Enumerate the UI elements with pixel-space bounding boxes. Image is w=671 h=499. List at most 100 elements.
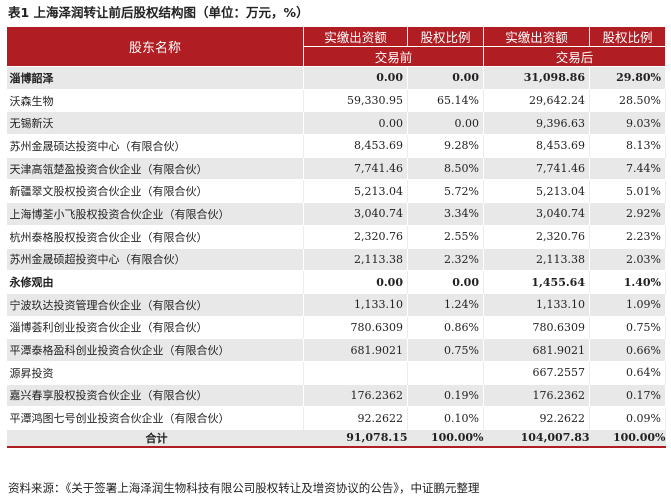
paid-before-cell: 0.00 xyxy=(303,111,408,135)
table-row: 新疆翠文股权投资合伙企业（有限合伙） 5,213.04 5.72% 5,213.04 5… xyxy=(6,179,666,203)
ratio-after-cell: 29.80% xyxy=(589,66,666,90)
table-row: 无锡新沃 0.00 0.00 9,396.63 9.03% xyxy=(6,111,666,135)
shareholder-name-cell: 平潭泰格盈科创业投资合伙企业（有限合伙） xyxy=(6,338,304,362)
table-row: 嘉兴春享股权投资合伙企业（有限合伙） 176.2362 0.19% 176.2362 0… xyxy=(6,383,666,407)
paid-before-cell: 2,113.38 xyxy=(303,247,408,271)
shareholder-name-cell: 无锡新沃 xyxy=(6,111,304,135)
shareholder-name-cell: 淄博韶泽 xyxy=(6,66,304,90)
ratio-after-cell: 0.64% xyxy=(589,360,666,385)
ratio-after-cell: 5.01% xyxy=(589,179,666,203)
ratio-after-cell: 1.09% xyxy=(589,292,666,317)
shareholder-name-cell: 平潭鸿图七号创业投资合伙企业（有限合伙） xyxy=(6,406,304,430)
shareholding-table: 股东名称 实缴出资额 股权比例 实缴出资额 股权比例 交易前 交易后 淄博韶泽 0… xyxy=(6,26,666,448)
table-total-row: 合计 91,078.15 100.00% 104,007.83 100.00% xyxy=(6,429,666,448)
ratio-before-cell: 0.00 xyxy=(407,111,484,135)
table-row: 宁波玖达投资管理合伙企业（有限合伙） 1,133.10 1.24% 1,133.10 1… xyxy=(6,292,666,317)
header-shareholder-name: 股东名称 xyxy=(6,26,304,67)
paid-before-cell: 59,330.95 xyxy=(303,88,408,112)
shareholder-name-cell: 嘉兴春享股权投资合伙企业（有限合伙） xyxy=(6,383,304,407)
header-ratio-after: 股权比例 xyxy=(589,26,666,47)
shareholder-name-cell: 杭州泰格股权投资合伙企业（有限合伙） xyxy=(6,224,304,248)
paid-before-cell: 0.00 xyxy=(303,270,408,294)
ratio-after-cell: 0.66% xyxy=(589,338,666,362)
paid-after-cell: 5,213.04 xyxy=(483,179,590,203)
paid-after-cell: 780.6309 xyxy=(483,315,590,339)
total-ratio-after: 100.00% xyxy=(589,429,666,448)
header-before-transaction: 交易前 xyxy=(303,46,484,67)
table-row: 淄博韶泽 0.00 0.00 31,098.86 29.80% xyxy=(6,66,666,90)
ratio-before-cell: 9.28% xyxy=(407,134,484,158)
paid-before-cell: 7,741.46 xyxy=(303,156,408,180)
paid-after-cell: 8,453.69 xyxy=(483,134,590,158)
shareholder-name-cell: 苏州金晟硕超投资中心（有限合伙） xyxy=(6,247,304,271)
ratio-before-cell: 0.19% xyxy=(407,383,484,407)
header-paid-before: 实缴出资额 xyxy=(303,26,408,47)
table-row: 苏州金晟硕超投资中心（有限合伙） 2,113.38 2.32% 2,113.38 2.0… xyxy=(6,247,666,271)
table-row: 源昇投资 667.2557 0.64% xyxy=(6,360,666,385)
ratio-before-cell: 0.00 xyxy=(407,270,484,294)
paid-before-cell: 8,453.69 xyxy=(303,134,408,158)
table-row: 永修观由 0.00 0.00 1,455.64 1.40% xyxy=(6,270,666,294)
ratio-after-cell: 8.13% xyxy=(589,134,666,158)
total-ratio-before: 100.00% xyxy=(407,429,484,448)
paid-after-cell: 9,396.63 xyxy=(483,111,590,135)
paid-after-cell: 3,040.74 xyxy=(483,202,590,226)
shareholder-name-cell: 源昇投资 xyxy=(6,360,304,385)
total-paid-before: 91,078.15 xyxy=(303,429,408,448)
ratio-after-cell: 7.44% xyxy=(589,156,666,180)
ratio-before-cell: 0.75% xyxy=(407,338,484,362)
table-row: 杭州泰格股权投资合伙企业（有限合伙） 2,320.76 2.55% 2,320.76 2… xyxy=(6,224,666,248)
ratio-after-cell: 28.50% xyxy=(589,88,666,112)
shareholder-name-cell: 苏州金晟硕达投资中心（有限合伙） xyxy=(6,134,304,158)
shareholder-name-cell: 永修观由 xyxy=(6,270,304,294)
ratio-before-cell: 0.10% xyxy=(407,406,484,430)
shareholder-name-cell: 新疆翠文股权投资合伙企业（有限合伙） xyxy=(6,179,304,203)
paid-before-cell: 3,040.74 xyxy=(303,202,408,226)
paid-before-cell xyxy=(303,360,408,385)
paid-after-cell: 7,741.46 xyxy=(483,156,590,180)
paid-after-cell: 31,098.86 xyxy=(483,66,590,90)
paid-before-cell: 176.2362 xyxy=(303,383,408,407)
paid-before-cell: 780.6309 xyxy=(303,315,408,339)
ratio-before-cell xyxy=(407,360,484,385)
ratio-after-cell: 1.40% xyxy=(589,270,666,294)
ratio-before-cell: 5.72% xyxy=(407,179,484,203)
total-paid-after: 104,007.83 xyxy=(483,429,590,448)
ratio-before-cell: 8.50% xyxy=(407,156,484,180)
ratio-after-cell: 0.09% xyxy=(589,406,666,430)
ratio-before-cell: 3.34% xyxy=(407,202,484,226)
ratio-before-cell: 1.24% xyxy=(407,292,484,317)
ratio-after-cell: 9.03% xyxy=(589,111,666,135)
paid-after-cell: 2,320.76 xyxy=(483,224,590,248)
table-row: 平潭鸿图七号创业投资合伙企业（有限合伙） 92.2622 0.10% 92.2622 0… xyxy=(6,406,666,430)
ratio-after-cell: 2.92% xyxy=(589,202,666,226)
total-label: 合计 xyxy=(6,429,304,448)
paid-after-cell: 176.2362 xyxy=(483,383,590,407)
paid-before-cell: 92.2622 xyxy=(303,406,408,430)
table-row: 苏州金晟硕达投资中心（有限合伙） 8,453.69 9.28% 8,453.69 8.1… xyxy=(6,134,666,158)
header-ratio-before: 股权比例 xyxy=(407,26,484,47)
ratio-after-cell: 0.17% xyxy=(589,383,666,407)
paid-before-cell: 1,133.10 xyxy=(303,292,408,317)
paid-before-cell: 2,320.76 xyxy=(303,224,408,248)
paid-after-cell: 667.2557 xyxy=(483,360,590,385)
source-note: 资料来源：《关于签署上海泽润生物科技有限公司股权转让及增资协议的公告》，中证鹏元… xyxy=(8,481,480,495)
ratio-before-cell: 0.86% xyxy=(407,315,484,339)
table-row: 平潭泰格盈科创业投资合伙企业（有限合伙） 681.9021 0.75% 681.902… xyxy=(6,338,666,362)
shareholder-name-cell: 宁波玖达投资管理合伙企业（有限合伙） xyxy=(6,292,304,317)
ratio-before-cell: 2.55% xyxy=(407,224,484,248)
paid-after-cell: 1,455.64 xyxy=(483,270,590,294)
shareholder-name-cell: 天津高瓴楚盈投资合伙企业（有限合伙） xyxy=(6,156,304,180)
table-row: 天津高瓴楚盈投资合伙企业（有限合伙） 7,741.46 8.50% 7,741.46 7… xyxy=(6,156,666,180)
paid-after-cell: 681.9021 xyxy=(483,338,590,362)
table-row: 淄博荟利创业投资合伙企业（有限合伙） 780.6309 0.86% 780.6309 0… xyxy=(6,315,666,339)
paid-before-cell: 0.00 xyxy=(303,66,408,90)
ratio-before-cell: 65.14% xyxy=(407,88,484,112)
ratio-before-cell: 2.32% xyxy=(407,247,484,271)
paid-before-cell: 5,213.04 xyxy=(303,179,408,203)
ratio-before-cell: 0.00 xyxy=(407,66,484,90)
ratio-after-cell: 2.03% xyxy=(589,247,666,271)
table-row: 上海博荃小飞股权投资合伙企业（有限合伙） 3,040.74 3.34% 3,040.7… xyxy=(6,202,666,226)
header-paid-after: 实缴出资额 xyxy=(483,26,590,47)
paid-after-cell: 92.2622 xyxy=(483,406,590,430)
